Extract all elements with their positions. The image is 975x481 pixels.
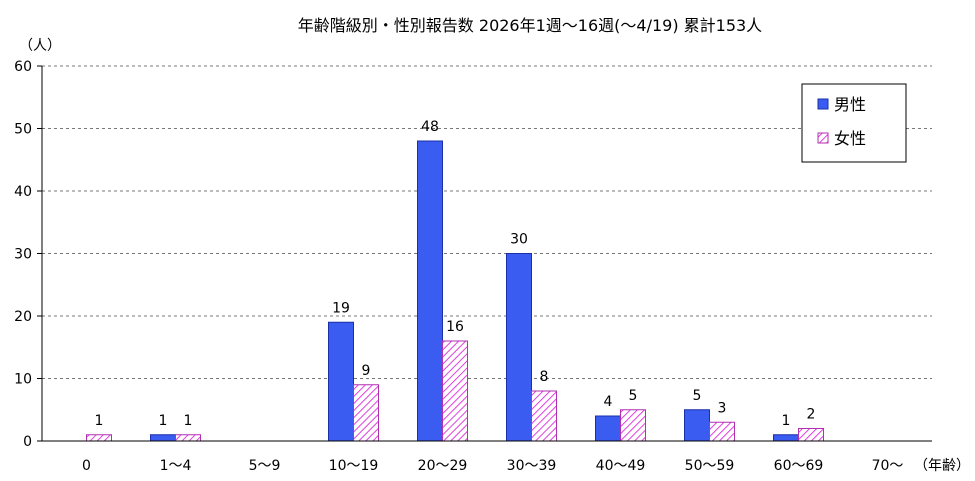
data-label: 9 — [362, 363, 371, 379]
data-label: 3 — [718, 400, 727, 416]
bar — [150, 434, 176, 442]
data-label: 2 — [807, 407, 816, 423]
bar — [798, 428, 824, 442]
data-label: 5 — [629, 388, 638, 404]
x-tick-label: 30～39 — [507, 458, 557, 474]
legend-swatch — [817, 132, 829, 144]
data-label: 16 — [446, 319, 464, 335]
data-label: 19 — [332, 300, 350, 316]
data-label: 30 — [510, 232, 528, 248]
bar — [506, 253, 532, 442]
y-tick-label: 50 — [14, 122, 32, 138]
data-label: 8 — [540, 369, 549, 385]
x-tick-label: 60～69 — [774, 458, 824, 474]
data-label: 1 — [159, 413, 168, 429]
bar — [328, 321, 354, 442]
legend-label: 男性 — [834, 95, 866, 114]
bar — [595, 415, 621, 442]
legend-label: 女性 — [834, 129, 866, 148]
bar — [86, 434, 112, 442]
x-tick-label: 20～29 — [418, 458, 468, 474]
bar — [684, 409, 710, 442]
bar — [773, 434, 799, 442]
gridlines — [42, 65, 932, 379]
bar — [709, 421, 735, 442]
x-tick-label: 10～19 — [329, 458, 379, 474]
axes: 0 10 20 30 40 50 60 0 1～4 5～9 10～19 20～29 30～39 40～49… — [14, 59, 932, 474]
bar — [620, 409, 646, 442]
data-label: 1 — [782, 413, 791, 429]
data-label: 5 — [693, 388, 702, 404]
bar — [417, 140, 443, 442]
bar — [442, 340, 468, 442]
y-tick-label: 0 — [23, 434, 32, 450]
y-axis-label: （人） — [19, 38, 61, 54]
y-tick-label: 60 — [14, 59, 32, 75]
y-tick-label: 20 — [14, 309, 32, 325]
bar — [531, 390, 557, 442]
x-axis-label: （年齢） — [914, 458, 970, 474]
data-label: 48 — [421, 119, 439, 135]
y-tick-label: 40 — [14, 184, 32, 200]
data-label: 1 — [95, 413, 104, 429]
bar — [353, 384, 379, 442]
x-tick-label: 50～59 — [685, 458, 735, 474]
y-tick-label: 10 — [14, 372, 32, 388]
x-tick-label: 1～4 — [160, 458, 192, 474]
data-label: 1 — [184, 413, 193, 429]
x-tick-label: 0 — [82, 458, 91, 474]
data-label: 4 — [604, 394, 613, 410]
chart-title: 年齢階級別・性別報告数 2026年1週～16週(～4/19) 累計153人 — [298, 16, 762, 35]
legend-swatch — [817, 98, 829, 110]
x-tick-label: 5～9 — [249, 458, 281, 474]
x-tick-label: 40～49 — [596, 458, 646, 474]
legend-box — [801, 83, 907, 163]
bar — [175, 434, 201, 442]
y-tick-label: 30 — [14, 247, 32, 263]
x-tick-label: 70～ — [872, 458, 904, 474]
